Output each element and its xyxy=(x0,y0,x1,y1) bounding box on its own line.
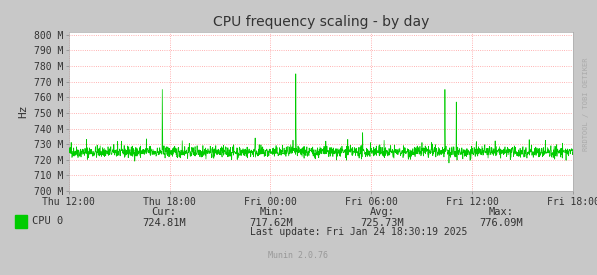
Text: 776.09M: 776.09M xyxy=(479,218,524,228)
Text: CPU 0: CPU 0 xyxy=(32,216,63,226)
Title: CPU frequency scaling - by day: CPU frequency scaling - by day xyxy=(213,15,429,29)
Text: 717.62M: 717.62M xyxy=(250,218,294,228)
Text: Last update: Fri Jan 24 18:30:19 2025: Last update: Fri Jan 24 18:30:19 2025 xyxy=(250,227,467,237)
Text: Munin 2.0.76: Munin 2.0.76 xyxy=(269,251,328,260)
Text: Cur:: Cur: xyxy=(152,207,177,217)
Text: Min:: Min: xyxy=(259,207,284,217)
Text: RRDTOOL / TOBI OETIKER: RRDTOOL / TOBI OETIKER xyxy=(583,58,589,151)
Text: Max:: Max: xyxy=(489,207,514,217)
Y-axis label: Hz: Hz xyxy=(18,104,28,118)
Text: 724.81M: 724.81M xyxy=(142,218,186,228)
Text: Avg:: Avg: xyxy=(370,207,395,217)
Text: 725.73M: 725.73M xyxy=(360,218,404,228)
